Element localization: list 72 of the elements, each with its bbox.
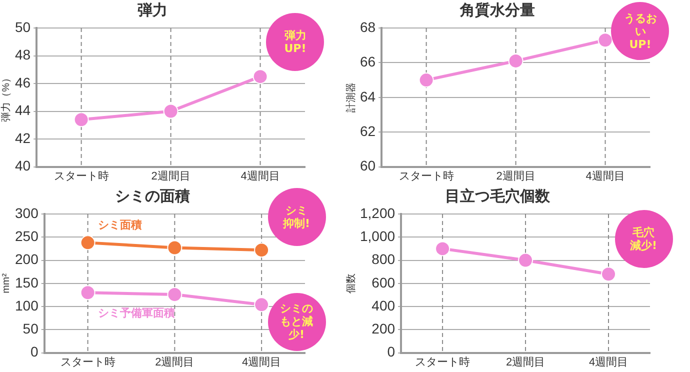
y-tick-label: 46 (14, 74, 31, 90)
chart-title: 角質水分量 (459, 0, 535, 19)
series-label: シミ予備軍面積 (98, 306, 175, 320)
series-label: シミ面積 (98, 218, 142, 232)
annotation: 毛穴減少! (628, 226, 658, 252)
point (435, 241, 450, 256)
x-tick-label: 2週間目 (151, 170, 190, 182)
y-tick-label: 100 (15, 297, 39, 314)
y-tick-label: 250 (15, 228, 39, 244)
speech-bubble: シミのもと減少! (268, 292, 326, 351)
y-tick-label: 50 (14, 18, 31, 35)
annotation: シミ抑制! (282, 204, 312, 230)
y-tick-label: 200 (372, 320, 396, 337)
y-axis-title: 弾力（%） (0, 72, 12, 122)
y-tick-label: 300 (15, 204, 39, 221)
y-tick-label: 62 (360, 122, 376, 139)
x-tick-label: 2週間目 (155, 356, 194, 368)
x-tick-label: 2週間目 (506, 356, 546, 368)
y-tick-label: 68 (360, 18, 376, 35)
point (254, 242, 270, 258)
x-tick-label: スタート時 (54, 169, 109, 182)
y-tick-label: 0 (30, 344, 39, 360)
y-tick-label: 66 (360, 54, 376, 70)
y-tick-label: 40 (14, 158, 31, 174)
y-axis-title: mm² (0, 272, 12, 294)
y-tick-label: 44 (14, 102, 31, 118)
y-tick-label: 800 (372, 251, 396, 268)
x-tick-label: 4週間目 (242, 356, 282, 368)
y-tick-label: 50 (22, 320, 39, 337)
annotation: シミのもと減少! (280, 302, 314, 342)
point (74, 112, 89, 128)
y-axis-title: 計測器 (344, 82, 357, 112)
point (163, 104, 178, 119)
x-tick-label: 4週間目 (240, 170, 280, 182)
y-tick-label: 600 (372, 274, 396, 290)
chart-title: 目立つ毛穴個数 (445, 186, 551, 205)
point (80, 235, 96, 250)
x-tick-label: 4週間目 (588, 356, 628, 368)
x-tick-label: 4週間目 (586, 170, 625, 182)
y-tick-label: 1,000 (360, 228, 396, 244)
point (418, 72, 434, 88)
y-tick-label: 42 (14, 130, 31, 146)
speech-bubble: シミ抑制! (268, 188, 326, 246)
speech-bubble: うるおい UP! (611, 2, 670, 60)
y-axis-title: 個数 (346, 273, 357, 294)
point (167, 287, 182, 302)
annotation: 弾力 UP! (283, 28, 308, 55)
y-tick-label: 200 (15, 251, 39, 268)
point (167, 240, 182, 256)
x-tick-label: スタート時 (60, 355, 116, 368)
speech-bubble: 弾力 UP! (266, 12, 324, 71)
y-tick-label: 0 (387, 344, 396, 360)
y-tick-label: 48 (14, 46, 31, 63)
chart-title: 弾力 (138, 0, 168, 19)
point (252, 69, 268, 84)
y-tick-label: 64 (360, 88, 376, 104)
point (601, 266, 616, 282)
x-tick-label: スタート時 (398, 169, 454, 182)
y-tick-label: 150 (15, 274, 39, 290)
point (508, 53, 524, 68)
x-tick-label: スタート時 (415, 355, 470, 368)
point (518, 252, 534, 268)
point (598, 32, 613, 48)
annotation: うるおい UP! (623, 12, 658, 50)
y-tick-label: 1,200 (360, 204, 396, 221)
point (80, 285, 96, 300)
chart-title: シミの面積 (115, 186, 190, 205)
speech-bubble: 毛穴減少! (614, 210, 672, 268)
x-tick-label: 2週間目 (496, 170, 536, 182)
y-tick-label: 60 (360, 158, 376, 174)
point (254, 297, 270, 312)
y-tick-label: 400 (372, 297, 396, 314)
